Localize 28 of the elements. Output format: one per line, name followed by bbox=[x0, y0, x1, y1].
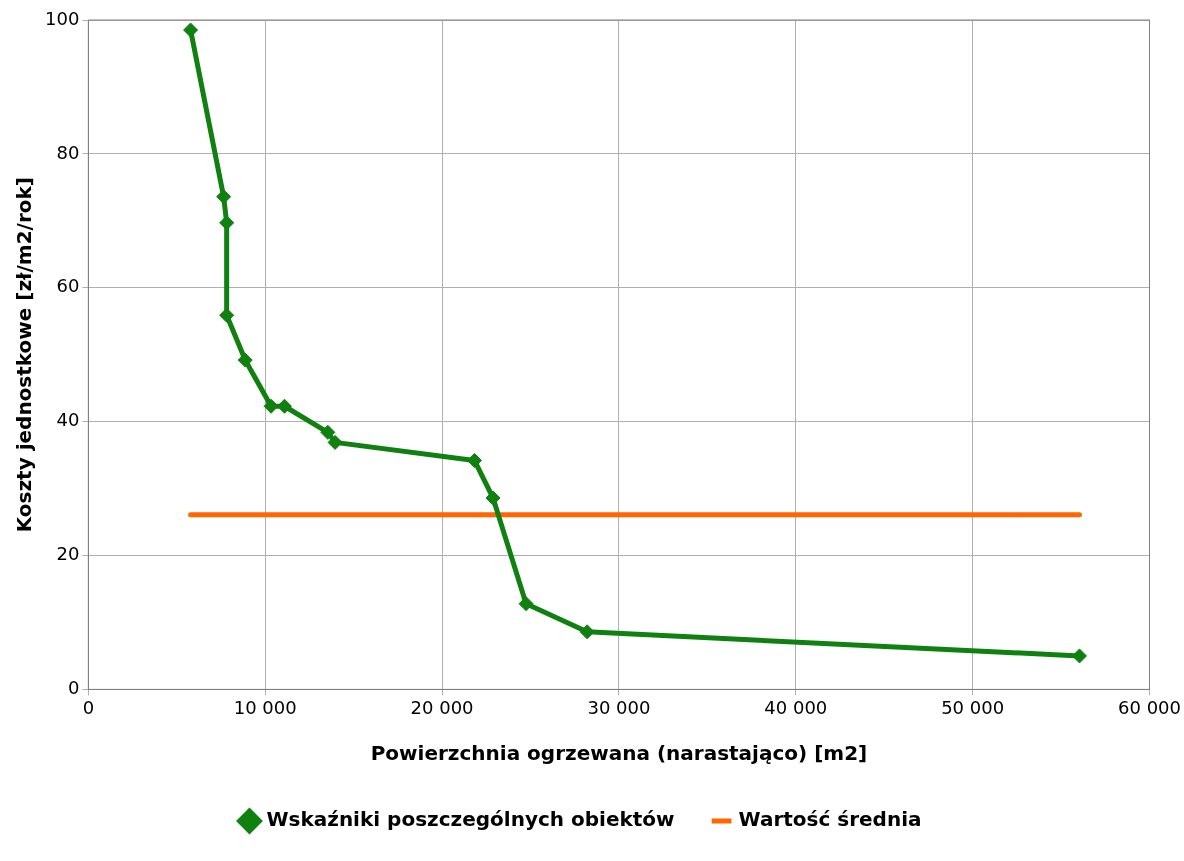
point bbox=[579, 624, 595, 640]
y-tick-label: 80 bbox=[56, 141, 80, 163]
legend-label: Wartość średnia bbox=[738, 807, 922, 832]
point bbox=[216, 189, 232, 205]
y-tick-label: 0 bbox=[67, 677, 80, 699]
x-tick-label: 40 000 bbox=[764, 696, 828, 718]
legend-label: Wskaźniki poszczególnych obiektów bbox=[266, 807, 675, 832]
point bbox=[183, 22, 199, 38]
point bbox=[263, 398, 279, 414]
point bbox=[237, 352, 253, 368]
point bbox=[219, 307, 235, 323]
y-axis-title: Koszty jednostkowe [zł/m2/rok] bbox=[12, 177, 37, 533]
point bbox=[219, 215, 235, 231]
x-tick-label: 20 000 bbox=[410, 696, 474, 718]
point bbox=[320, 424, 336, 440]
point bbox=[485, 490, 501, 506]
x-tick-label: 0 bbox=[82, 696, 95, 718]
x-tick-label: 30 000 bbox=[587, 696, 651, 718]
point bbox=[518, 596, 534, 612]
y-tick-label: 60 bbox=[56, 275, 80, 297]
y-tick-label: 40 bbox=[56, 409, 80, 431]
x-axis-title: Powierzchnia ogrzewana (narastająco) [m2] bbox=[370, 741, 868, 766]
y-tick-label: 20 bbox=[56, 543, 80, 565]
y-tick-label: 100 bbox=[45, 7, 80, 29]
x-tick-label: 60 000 bbox=[1118, 696, 1181, 718]
x-tick-label: 50 000 bbox=[941, 696, 1005, 718]
point bbox=[327, 434, 343, 450]
x-tick-label: 10 000 bbox=[233, 696, 297, 718]
